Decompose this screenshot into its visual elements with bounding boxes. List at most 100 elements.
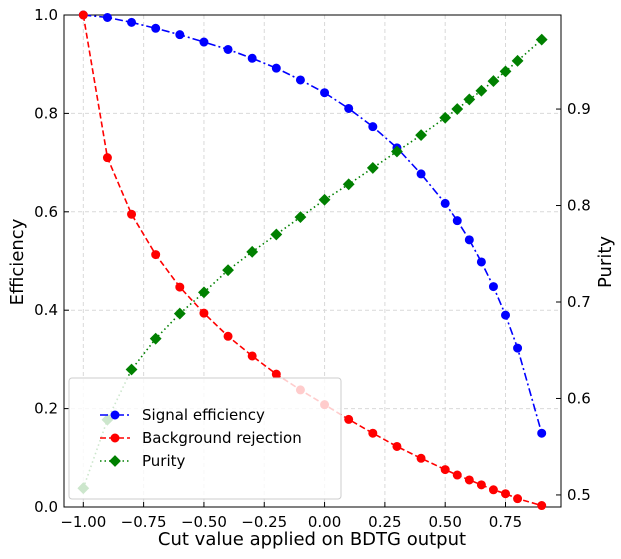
y2-tick-label: 0.9 [567, 100, 591, 118]
signal-efficiency-point [247, 53, 257, 63]
signal-efficiency-point [416, 169, 426, 179]
background-rejection-point [452, 470, 462, 480]
background-rejection-series [78, 10, 547, 511]
y2-tick-label: 0.5 [567, 486, 591, 504]
x-tick-label: −0.25 [241, 513, 287, 531]
signal-efficiency-point [368, 122, 378, 132]
x-tick-label: 0.00 [308, 513, 341, 531]
background-rejection-point [78, 10, 88, 20]
signal-efficiency-point [344, 103, 354, 113]
x-tick-label: 0.50 [428, 513, 461, 531]
signal-efficiency-point [175, 30, 185, 40]
y-axis-ticks: 0.0 0.2 0.4 0.6 0.8 1.0 [34, 6, 69, 516]
purity-point [463, 93, 476, 106]
background-rejection-point [513, 494, 523, 504]
background-rejection-point [199, 308, 209, 318]
purity-point [451, 103, 464, 115]
background-rejection-point [247, 351, 257, 361]
legend-box [68, 377, 342, 500]
legend-label-background-rejection: Background rejection [142, 429, 302, 447]
x-tick-label: 0.25 [368, 513, 401, 531]
legend-label-signal-efficiency: Signal efficiency [142, 406, 265, 424]
purity-point [173, 307, 186, 320]
signal-efficiency-point [199, 37, 209, 47]
plot-frame [63, 14, 562, 508]
signal-efficiency-point [102, 12, 112, 22]
x-tick-label: −0.75 [121, 513, 167, 531]
signal-efficiency-point [223, 44, 233, 54]
x-tick-label: 0.75 [489, 513, 522, 531]
legend-marker-signal-efficiency [110, 410, 120, 420]
background-rejection-point [175, 282, 185, 292]
signal-efficiency-point [464, 235, 474, 245]
background-rejection-point [223, 331, 233, 341]
y2-tick-label: 0.6 [567, 389, 591, 407]
legend-marker-background-rejection [110, 433, 120, 443]
y2-tick-label: 0.7 [567, 293, 591, 311]
purity-point [198, 286, 210, 299]
background-rejection-point [416, 453, 426, 463]
background-rejection-point [102, 153, 112, 163]
legend-label-purity: Purity [142, 452, 186, 470]
background-rejection-point [392, 441, 402, 451]
purity-point [125, 363, 138, 376]
signal-efficiency-point [320, 88, 330, 98]
purity-point [391, 145, 403, 158]
background-rejection-point [271, 369, 281, 379]
signal-efficiency-point [501, 310, 511, 320]
x-axis-ticks: −1.00 −0.75 −0.50 −0.25 0.00 0.25 0.50 0.75 [60, 502, 522, 531]
purity-point [487, 75, 500, 87]
signal-efficiency-point [452, 216, 462, 226]
background-rejection-point [537, 501, 547, 511]
y2-tick-label: 0.8 [567, 197, 591, 215]
signal-efficiency-point [271, 63, 281, 73]
y-tick-label: 1.0 [34, 6, 58, 24]
purity-point [270, 228, 283, 241]
purity-point [415, 129, 427, 142]
background-rejection-point [344, 414, 354, 424]
purity-point [294, 211, 307, 224]
y-axis-label: Efficiency [7, 218, 28, 305]
purity-point [511, 54, 524, 67]
purity-point [366, 161, 379, 174]
purity-point [439, 111, 452, 124]
background-rejection-point [151, 250, 161, 260]
signal-efficiency-line [83, 14, 543, 434]
background-rejection-point [127, 209, 137, 219]
y2-axis-label: Purity [595, 236, 616, 288]
purity-point [475, 84, 488, 97]
purity-point [535, 33, 548, 46]
purity-point [318, 193, 331, 206]
background-rejection-point [501, 489, 511, 499]
purity-point [342, 178, 355, 191]
legend-marker-purity [109, 455, 121, 467]
y-tick-label: 0.4 [34, 301, 58, 319]
signal-efficiency-point [127, 17, 137, 27]
y-tick-label: 0.8 [34, 104, 58, 122]
background-rejection-point [440, 465, 450, 475]
purity-point [222, 264, 234, 277]
x-axis-label: Cut value applied on BDTG output [158, 529, 466, 550]
x-tick-label: −1.00 [60, 513, 106, 531]
purity-point [246, 245, 259, 258]
signal-efficiency-point [295, 75, 305, 85]
signal-efficiency-point [440, 198, 450, 208]
purity-point [499, 65, 512, 78]
signal-efficiency-point [151, 23, 161, 33]
purity-point [149, 332, 162, 345]
y-tick-label: 0.6 [34, 203, 58, 221]
signal-efficiency-point [488, 282, 498, 292]
x-tick-label: −0.50 [181, 513, 227, 531]
legend: Signal efficiency Background rejection Pur… [68, 377, 342, 500]
signal-efficiency-series [78, 10, 547, 438]
signal-efficiency-point [537, 428, 547, 438]
y2-axis-ticks: 0.5 0.6 0.7 0.8 0.9 [556, 100, 591, 504]
signal-efficiency-point [476, 257, 486, 267]
signal-efficiency-point [513, 343, 523, 353]
background-rejection-point [476, 480, 486, 490]
background-rejection-point [368, 428, 378, 438]
y-tick-label: 0.0 [34, 498, 58, 516]
y-tick-label: 0.2 [34, 400, 58, 418]
